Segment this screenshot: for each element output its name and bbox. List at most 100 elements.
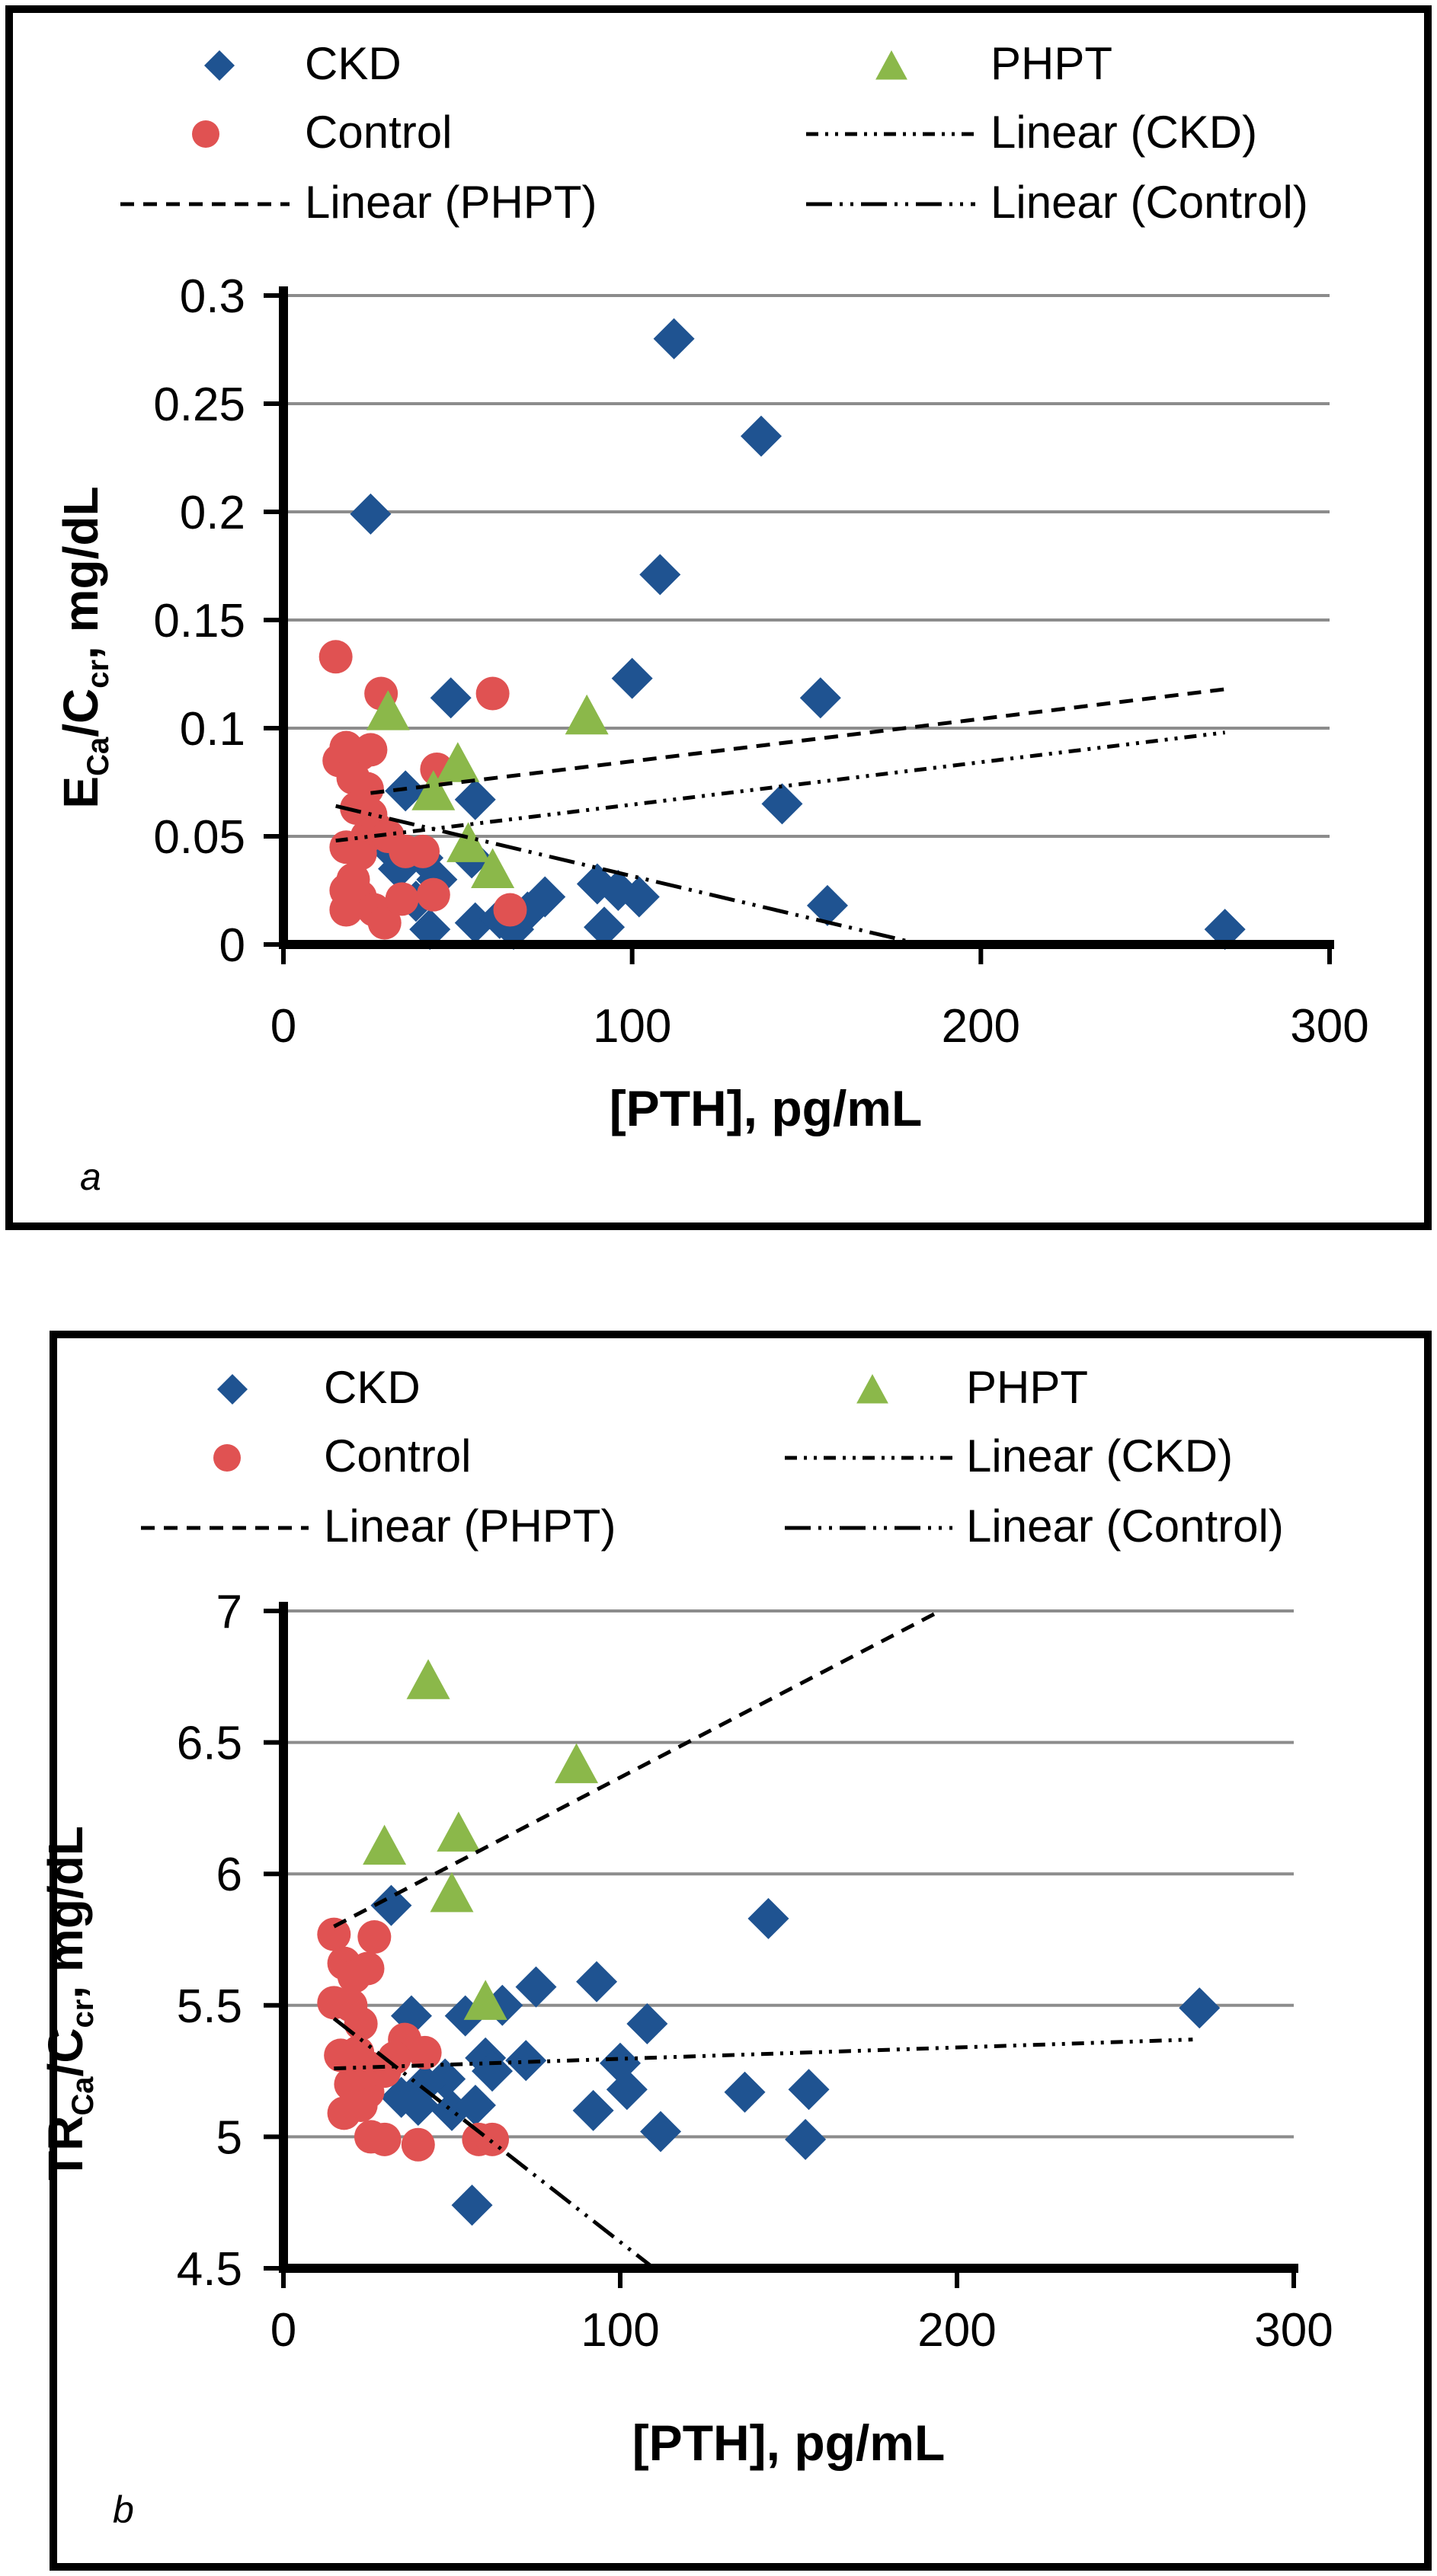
y-tick-label-a-0: 0 [219, 919, 245, 972]
y-tick-label-a-3: 0.15 [153, 595, 245, 647]
control-point-b-21 [401, 2127, 435, 2162]
ticks-b: 4.5 5 5.5 6 6.5 7 0 100 200 300 [177, 1586, 1333, 2357]
ckd-point-a-5 [799, 677, 841, 719]
phpt-point-a-3 [411, 770, 456, 810]
legend-ckd-b-marker [217, 1374, 248, 1405]
ckd-point-a-8 [454, 778, 496, 820]
y-tick-label-a-1: 0.05 [153, 811, 245, 864]
plot-area-a [318, 318, 1246, 951]
y-label-a-main: E [53, 776, 108, 809]
ckd-point-b-3 [576, 1961, 618, 2002]
ckd-point-b-4 [515, 1966, 557, 2008]
control-point-a-26 [493, 893, 527, 927]
x-tick-label-a-3: 300 [1290, 1000, 1368, 1053]
phpt-point-a-2 [436, 742, 480, 782]
legend-phpt-a-marker [875, 50, 907, 80]
x-tick-label-a-1: 100 [593, 1000, 671, 1053]
panel-label-a: a [80, 1155, 101, 1198]
ckd-point-b-1 [747, 1897, 789, 1939]
phpt-point-b-2 [363, 1824, 407, 1865]
y-tick-label-b-0: 4.5 [177, 2243, 242, 2296]
trendline-linear-ckd--a [335, 730, 1226, 843]
legend-b: CKD PHPT Control Linear (CKD) Linear (PHPT) L… [141, 1362, 1284, 1552]
phpt-point-b-4 [430, 1871, 474, 1913]
control-point-b-23 [475, 2122, 510, 2156]
legend-linear-control-b-text: Linear (Control) [966, 1501, 1284, 1552]
y-label-b-tail: , mg/dL [38, 1826, 93, 1999]
ckd-point-a-1 [653, 318, 695, 360]
control-point-b-17 [408, 2035, 442, 2069]
y-tick-label-b-2: 5.5 [177, 1980, 242, 2033]
y-label-b-mid: /C [38, 2028, 93, 2076]
ckd-point-b-0 [370, 1884, 412, 1926]
legend-phpt-b-text: PHPT [966, 1362, 1088, 1413]
trendline-linear-phpt--b [333, 1609, 942, 1929]
legend-ckd-a-marker [204, 50, 235, 81]
chart-panel-a: CKD PHPT Control Linear (CKD) Linear (PHPT) L… [5, 5, 1432, 1230]
control-point-b-3 [350, 1951, 385, 1986]
control-point-b-24 [341, 2046, 375, 2080]
control-point-a-24 [385, 882, 419, 916]
x-tick-label-b-0: 0 [270, 2304, 296, 2357]
control-point-a-23 [367, 906, 402, 940]
y-axis-label-a: ECa/Ccr, mg/dL [53, 486, 115, 808]
ckd-point-b-23 [785, 2118, 827, 2160]
y-label-b-sub2: cr [66, 1999, 100, 2028]
trendline-linear-phpt--a [370, 687, 1226, 795]
legend-control-a-text: Control [305, 107, 452, 158]
ckd-point-a-26 [1204, 909, 1246, 951]
legend-phpt-b-marker [856, 1374, 888, 1404]
chart-panel-b: CKD PHPT Control Linear (CKD) Linear (PHPT) L… [38, 1331, 1432, 2571]
phpt-point-b-3 [437, 1811, 481, 1852]
legend-linear-ckd-a-text: Linear (CKD) [991, 107, 1257, 158]
panel-label-b: b [113, 2488, 134, 2531]
phpt-point-b-5 [463, 1980, 507, 2020]
ckd-point-b-9 [505, 2040, 547, 2082]
ticks-a: 0 0.05 0.1 0.15 0.2 0.25 0.3 0 100 200 300 [153, 270, 1368, 1053]
y-label-b-main: TR [38, 2116, 93, 2181]
y-tick-label-a-4: 0.2 [180, 487, 245, 539]
y-tick-label-a-2: 0.1 [180, 703, 245, 756]
control-point-b-14 [344, 2088, 378, 2122]
control-point-b-0 [317, 1917, 351, 1951]
ckd-point-a-7 [761, 783, 803, 825]
phpt-point-a-1 [565, 694, 609, 735]
trendline-linear-control--b [332, 2017, 655, 2268]
y-label-a-sub1: Ca [82, 737, 115, 776]
ckd-point-a-24 [584, 906, 626, 948]
trendline-linear-control--a [335, 804, 923, 944]
y-tick-label-b-4: 6.5 [177, 1718, 242, 1770]
control-point-a-21 [329, 893, 363, 927]
ckd-point-b-2 [1179, 1987, 1221, 2029]
ckd-point-a-6 [430, 677, 472, 719]
y-tick-label-a-5: 0.25 [153, 379, 245, 431]
plot-area-b [317, 1609, 1221, 2268]
ckd-point-b-21 [572, 2089, 614, 2131]
legend-phpt-a-text: PHPT [991, 38, 1112, 89]
legend-control-a-marker [192, 120, 219, 148]
y-label-b-sub1: Ca [66, 2076, 100, 2116]
control-point-b-7 [344, 2006, 378, 2041]
legend-control-b-text: Control [324, 1430, 471, 1481]
ckd-point-a-2 [741, 415, 783, 457]
y-label-a-sub2: cr [82, 660, 115, 689]
ckd-point-b-6 [626, 2002, 668, 2044]
panel-b-frame [50, 1331, 1432, 2571]
x-tick-label-b-3: 300 [1254, 2304, 1333, 2357]
ckd-point-b-18 [606, 2069, 648, 2111]
ckd-point-a-15 [409, 909, 451, 951]
legend-linear-ckd-b-text: Linear (CKD) [966, 1430, 1233, 1481]
y-tick-label-b-1: 5 [216, 2111, 242, 2164]
x-tick-label-b-1: 100 [581, 2304, 659, 2357]
control-point-a-17 [406, 834, 440, 868]
legend-linear-phpt-a-text: Linear (PHPT) [305, 177, 597, 228]
legend-ckd-b-text: CKD [324, 1362, 421, 1413]
phpt-point-a-0 [366, 690, 410, 730]
x-tick-label-a-0: 0 [270, 1000, 296, 1053]
y-tick-label-b-3: 6 [216, 1849, 242, 1901]
phpt-point-a-5 [471, 848, 515, 888]
ckd-point-a-25 [806, 884, 848, 926]
y-label-a-mid: /C [53, 689, 108, 737]
control-point-b-4 [357, 1920, 392, 1954]
